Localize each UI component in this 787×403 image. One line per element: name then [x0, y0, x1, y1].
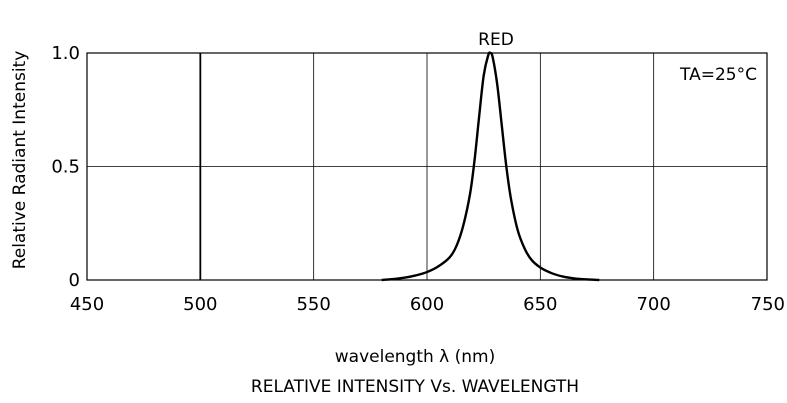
- y-tick-label: 0.5: [51, 157, 80, 178]
- chart-title: RELATIVE INTENSITY Vs. WAVELENGTH: [251, 377, 579, 397]
- y-axis-title: Relative Radiant Intensity: [10, 51, 30, 270]
- x-tick-label: 500: [183, 294, 217, 315]
- y-tick-labels: 0 0.5 1.0: [51, 43, 80, 291]
- x-tick-label: 450: [70, 294, 104, 315]
- x-tick-label: 550: [296, 294, 330, 315]
- x-tick-label: 700: [636, 294, 670, 315]
- y-tick-label: 0: [69, 270, 80, 291]
- x-tick-labels: 450 500 550 600 650 700 750: [70, 294, 785, 315]
- x-tick-label: 650: [523, 294, 557, 315]
- x-tick-label: 750: [751, 294, 785, 315]
- grid: [87, 53, 767, 280]
- x-axis-title: wavelength λ (nm): [335, 347, 496, 367]
- condition-label: TA=25°C: [679, 65, 757, 85]
- y-tick-label: 1.0: [51, 43, 80, 64]
- peak-label: RED: [478, 30, 514, 50]
- x-tick-label: 600: [410, 294, 444, 315]
